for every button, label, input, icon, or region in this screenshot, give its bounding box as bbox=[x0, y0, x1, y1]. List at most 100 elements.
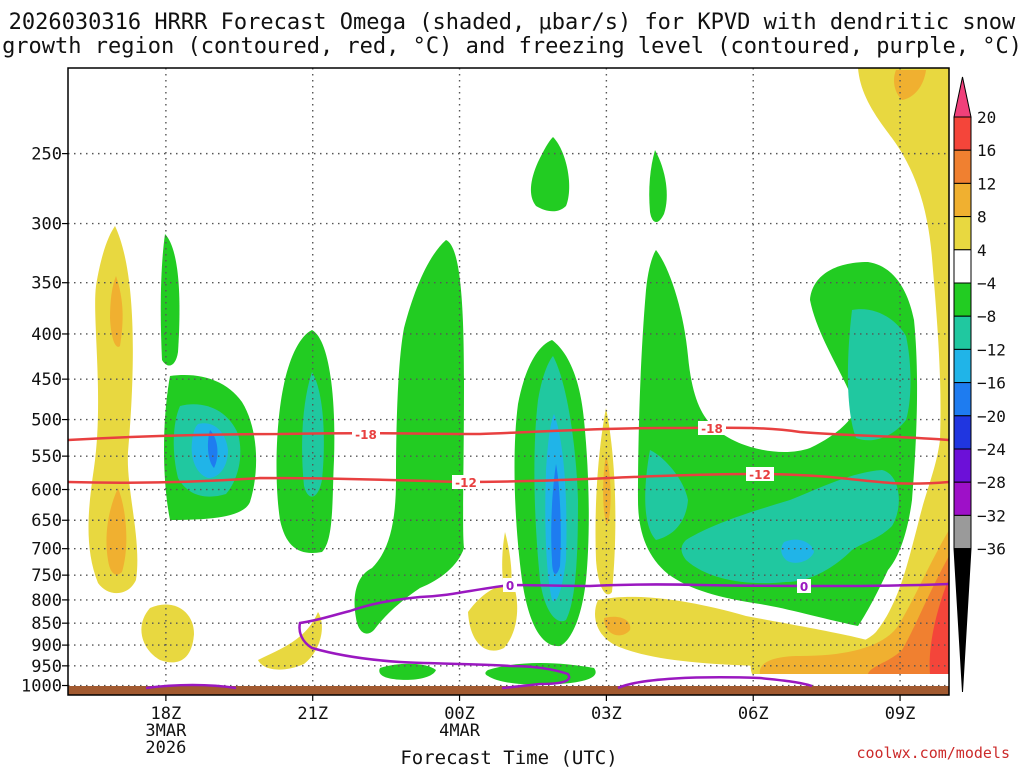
plot-frame bbox=[67, 67, 950, 696]
colorbar-segment bbox=[953, 282, 972, 317]
y-tick-label: 700 bbox=[31, 540, 62, 560]
colorbar-label: −28 bbox=[977, 473, 1006, 492]
x-tick-label: 03Z bbox=[591, 704, 622, 724]
colorbar-label: −8 bbox=[977, 307, 996, 326]
omega-yellow-region bbox=[595, 596, 880, 667]
y-tick-label: 450 bbox=[31, 370, 62, 390]
freezing-label-b: 0 bbox=[800, 580, 808, 594]
omega-orange-region bbox=[603, 455, 611, 525]
colorbar-segment bbox=[953, 382, 972, 417]
x-tick-label: 18Z bbox=[151, 704, 182, 724]
omega-cyan-region bbox=[781, 539, 814, 563]
colorbar-segment bbox=[953, 415, 972, 450]
omega-red-region bbox=[929, 578, 949, 674]
freezing-level-contour bbox=[617, 676, 813, 690]
omega-teal-region bbox=[847, 309, 911, 441]
omega-darkorange-region bbox=[868, 556, 949, 674]
x-tick-label: 4MAR bbox=[439, 721, 481, 741]
colorbar-label: 8 bbox=[977, 208, 987, 227]
colorbar-segment bbox=[953, 216, 972, 251]
grid bbox=[68, 68, 949, 695]
omega-negative-fill bbox=[160, 137, 918, 685]
colorbar-label: 4 bbox=[977, 241, 987, 260]
dgz-label-minus12-b: -12 bbox=[749, 468, 771, 482]
colorbar-label: −24 bbox=[977, 440, 1006, 459]
colorbar-label: −16 bbox=[977, 374, 1006, 393]
omega-orange-region bbox=[110, 276, 123, 347]
title-line-2: growth region (contoured, red, °C) and f… bbox=[2, 34, 1022, 59]
x-tick-label: 2026 bbox=[145, 738, 186, 758]
plot-area: -18 -18 -12 -12 0 0 bbox=[67, 67, 950, 696]
freezing-level-contour bbox=[298, 582, 950, 690]
omega-yellow-region bbox=[258, 612, 322, 670]
omega-yellow-region bbox=[88, 226, 138, 594]
colorbar-segment bbox=[953, 481, 972, 516]
y-tick-label: 900 bbox=[31, 636, 62, 656]
colorbar-segment bbox=[953, 315, 972, 350]
colorbar-segment bbox=[953, 514, 972, 550]
contour-label-zero: 0 bbox=[797, 579, 811, 594]
colorbar: 20 16 12 8 4 −4 −8 −12 −16 −20 −24 −28 −32 −36 bbox=[953, 76, 1006, 693]
dgz-contour-minus12 bbox=[67, 472, 950, 485]
colorbar-label: −4 bbox=[977, 274, 996, 293]
omega-blue-region bbox=[551, 464, 561, 574]
y-tick-label: 950 bbox=[31, 657, 62, 677]
colorbar-segment bbox=[953, 348, 972, 384]
contour-label-bg bbox=[352, 427, 380, 441]
colorbar-label: −20 bbox=[977, 407, 1006, 426]
y-tick-label: 650 bbox=[31, 511, 62, 531]
title-line-1: 2026030316 HRRR Forecast Omega (shaded, … bbox=[9, 10, 1016, 35]
x-tick-label: 21Z bbox=[297, 704, 328, 724]
colorbar-segment bbox=[953, 182, 972, 218]
dgz-label-minus18: -18 bbox=[355, 428, 377, 442]
contour-label-minus18: -18 bbox=[698, 421, 726, 436]
y-tick-label: 800 bbox=[31, 591, 62, 611]
colorbar-segment bbox=[953, 448, 972, 483]
dgz-label-minus12: -12 bbox=[455, 476, 477, 490]
colorbar-label: −12 bbox=[977, 340, 1006, 359]
omega-orange-region bbox=[759, 530, 949, 674]
x-tick-label: 3MAR bbox=[145, 721, 187, 741]
omega-green-region bbox=[530, 137, 570, 212]
dgz-contour-minus18 bbox=[67, 426, 950, 442]
x-axis-label: Forecast Time (UTC) bbox=[400, 747, 617, 768]
y-tick-label: 300 bbox=[31, 215, 62, 235]
y-tick-label: 400 bbox=[31, 325, 62, 345]
omega-orange-region bbox=[106, 488, 127, 575]
omega-green-region bbox=[379, 663, 436, 680]
contour-label-minus18: -18 bbox=[352, 427, 380, 442]
omega-green-region bbox=[354, 240, 464, 634]
contour-label-bg bbox=[746, 467, 774, 481]
colorbar-segment bbox=[953, 149, 972, 184]
omega-teal-region bbox=[645, 450, 688, 540]
freezing-label-a: 0 bbox=[506, 579, 514, 593]
y-tick-label: 750 bbox=[31, 566, 62, 586]
colorbar-top-arrow bbox=[953, 76, 972, 118]
omega-yellow-region bbox=[468, 585, 518, 651]
omega-teal-region bbox=[681, 470, 899, 584]
contour-label-bg bbox=[503, 578, 517, 592]
omega-yellow-region bbox=[141, 604, 194, 663]
contour-label-minus12: -12 bbox=[746, 467, 774, 482]
colorbar-label: 16 bbox=[977, 141, 996, 160]
y-tick-label: 550 bbox=[31, 447, 62, 467]
colorbar-label: 12 bbox=[977, 174, 996, 193]
y-tick-label: 1000 bbox=[21, 677, 62, 697]
ground-strip bbox=[68, 686, 949, 695]
y-tick-label: 500 bbox=[31, 411, 62, 431]
omega-orange-region bbox=[604, 616, 631, 636]
freezing-level-contour bbox=[145, 683, 237, 690]
colorbar-label: 20 bbox=[977, 108, 996, 127]
y-axis: 2503003504004505005506006507007508008509… bbox=[21, 145, 68, 697]
colorbar-segment bbox=[953, 116, 972, 151]
x-tick-label: 00Z bbox=[444, 704, 475, 724]
contour-label-bg bbox=[452, 475, 480, 489]
omega-blue-region bbox=[207, 430, 218, 468]
omega-orange-region bbox=[894, 70, 926, 100]
credit-text: coolwx.com/models bbox=[856, 744, 1010, 762]
colorbar-label: −36 bbox=[977, 540, 1006, 559]
y-tick-label: 250 bbox=[31, 145, 62, 165]
chart-title: 2026030316 HRRR Forecast Omega (shaded, … bbox=[2, 10, 1022, 59]
